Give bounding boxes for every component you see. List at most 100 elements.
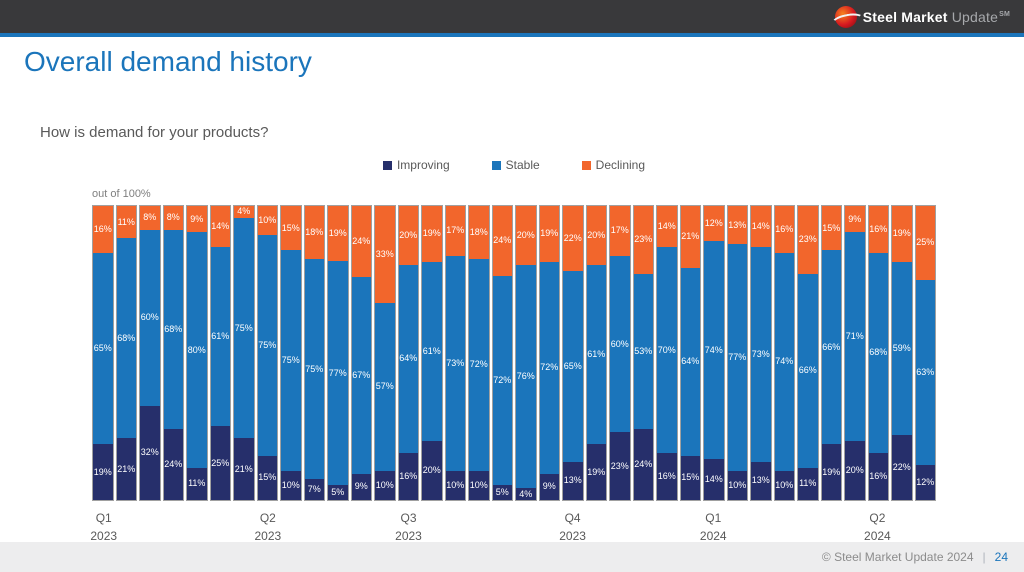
stable-segment: 64%: [680, 267, 700, 456]
improving-segment: 9%: [539, 473, 559, 500]
stacked-bar[interactable]: 9% 71% 20%: [844, 205, 866, 501]
logo-text: Steel Market UpdateSM: [863, 9, 1010, 25]
stacked-bar[interactable]: 8% 68% 24%: [162, 205, 184, 501]
stacked-bar[interactable]: 17% 60% 23%: [609, 205, 631, 501]
improving-segment: 11%: [798, 467, 818, 500]
stacked-bar[interactable]: 16% 68% 16%: [867, 205, 889, 501]
declining-segment: 17%: [445, 206, 465, 256]
declining-segment: 8%: [163, 206, 183, 230]
stable-segment: 61%: [586, 264, 606, 445]
declining-segment: 20%: [586, 206, 606, 265]
stable-segment: 80%: [187, 232, 207, 468]
stacked-bar[interactable]: 20% 76% 4%: [515, 205, 537, 501]
stacked-bar[interactable]: 19% 72% 9%: [538, 205, 560, 501]
stable-segment: 68%: [163, 229, 183, 430]
stable-segment: 67%: [351, 276, 371, 474]
stacked-bar[interactable]: 14% 70% 16%: [656, 205, 678, 501]
stacked-bar[interactable]: 15% 75% 10%: [280, 205, 302, 501]
stacked-bar[interactable]: 15% 66% 19%: [820, 205, 842, 501]
improving-value-label: 11%: [799, 478, 817, 489]
stacked-bar[interactable]: 19% 77% 5%: [327, 205, 349, 501]
stable-value-label: 59%: [892, 343, 911, 354]
stacked-bar[interactable]: 19% 59% 22%: [891, 205, 913, 501]
stable-segment: 60%: [610, 255, 630, 433]
stable-segment: 72%: [539, 261, 559, 474]
declining-value-label: 23%: [634, 234, 653, 245]
stable-value-label: 65%: [563, 360, 582, 371]
plot-area: 16% 65% 19% 11% 68% 21% 8% 60% 32% 8% 68% 24% 9% 80% 1…: [92, 205, 936, 501]
improving-value-label: 19%: [93, 466, 112, 477]
improving-segment: 13%: [563, 461, 583, 500]
steel-market-update-logo: Steel Market UpdateSM: [834, 5, 1010, 28]
stacked-bar[interactable]: 14% 73% 13%: [750, 205, 772, 501]
stacked-bar[interactable]: 19% 61% 20%: [421, 205, 443, 501]
declining-segment: 23%: [633, 206, 653, 274]
stacked-bar[interactable]: 11% 68% 21%: [115, 205, 137, 501]
x-axis: Q1 2023 Q2 2023 Q3 2023 Q4 2023 Q1 2024 Q2 2024: [90, 509, 936, 547]
stable-value-label: 68%: [164, 323, 183, 334]
stacked-bar[interactable]: 18% 75% 7%: [303, 205, 325, 501]
declining-segment: 8%: [140, 206, 160, 230]
stacked-bar[interactable]: 23% 53% 24%: [632, 205, 654, 501]
declining-value-label: 12%: [704, 218, 723, 229]
declining-value-label: 9%: [848, 213, 862, 224]
improving-value-label: 23%: [610, 460, 629, 471]
improving-segment: 20%: [422, 441, 442, 500]
stable-segment: 66%: [821, 250, 841, 445]
declining-value-label: 23%: [798, 234, 817, 245]
stacked-bar[interactable]: 4% 75% 21%: [233, 205, 255, 501]
improving-value-label: 10%: [375, 479, 394, 490]
declining-segment: 15%: [281, 206, 301, 251]
stacked-bar[interactable]: 21% 64% 15%: [679, 205, 701, 501]
stacked-bar[interactable]: 20% 64% 16%: [397, 205, 419, 501]
declining-segment: 14%: [657, 206, 677, 248]
declining-segment: 11%: [116, 206, 136, 239]
improving-segment: 7%: [304, 479, 324, 500]
stacked-bar[interactable]: 25% 63% 12%: [914, 205, 936, 501]
stable-segment: 60%: [140, 229, 160, 406]
stable-value-label: 61%: [422, 346, 441, 357]
improving-value-label: 15%: [681, 472, 700, 483]
stacked-bar[interactable]: 10% 75% 15%: [256, 205, 278, 501]
stacked-bar[interactable]: 24% 72% 5%: [491, 205, 513, 501]
legend-item-declining: Declining: [581, 158, 645, 172]
legend-swatch: [581, 160, 591, 170]
declining-segment: 13%: [727, 206, 747, 245]
declining-value-label: 16%: [869, 224, 888, 235]
stable-value-label: 61%: [211, 331, 230, 342]
stacked-bar[interactable]: 18% 72% 10%: [468, 205, 490, 501]
stacked-bar[interactable]: 24% 67% 9%: [350, 205, 372, 501]
stable-value-label: 72%: [469, 359, 488, 370]
stacked-bar[interactable]: 8% 60% 32%: [139, 205, 161, 501]
stable-value-label: 73%: [446, 357, 465, 368]
stable-segment: 76%: [516, 264, 536, 489]
stacked-bar[interactable]: 14% 61% 25%: [209, 205, 231, 501]
improving-segment: 24%: [163, 429, 183, 500]
improving-segment: 19%: [821, 444, 841, 500]
stacked-bar[interactable]: 22% 65% 13%: [562, 205, 584, 501]
stacked-bar[interactable]: 23% 66% 11%: [797, 205, 819, 501]
stable-segment: 65%: [93, 253, 113, 445]
improving-value-label: 12%: [916, 476, 935, 487]
improving-segment: 15%: [680, 455, 700, 500]
stable-segment: 63%: [915, 279, 935, 465]
declining-value-label: 18%: [305, 226, 324, 237]
stable-value-label: 68%: [869, 347, 888, 358]
stacked-bar[interactable]: 17% 73% 10%: [444, 205, 466, 501]
declining-value-label: 9%: [190, 213, 204, 224]
x-tick-q4-2023: Q4 2023: [559, 511, 586, 543]
improving-value-label: 10%: [446, 479, 465, 490]
improving-segment: 5%: [328, 485, 348, 500]
stacked-bar[interactable]: 33% 57% 10%: [374, 205, 396, 501]
stacked-bar[interactable]: 13% 77% 10%: [726, 205, 748, 501]
accent-divider: [0, 33, 1024, 37]
stacked-bar[interactable]: 16% 65% 19%: [92, 205, 114, 501]
stable-segment: 61%: [422, 261, 442, 442]
stable-value-label: 72%: [493, 375, 512, 386]
stacked-bar[interactable]: 12% 74% 14%: [703, 205, 725, 501]
declining-segment: 24%: [351, 206, 371, 277]
stable-segment: 77%: [328, 261, 348, 486]
stacked-bar[interactable]: 20% 61% 19%: [585, 205, 607, 501]
stacked-bar[interactable]: 16% 74% 10%: [773, 205, 795, 501]
stacked-bar[interactable]: 9% 80% 11%: [186, 205, 208, 501]
